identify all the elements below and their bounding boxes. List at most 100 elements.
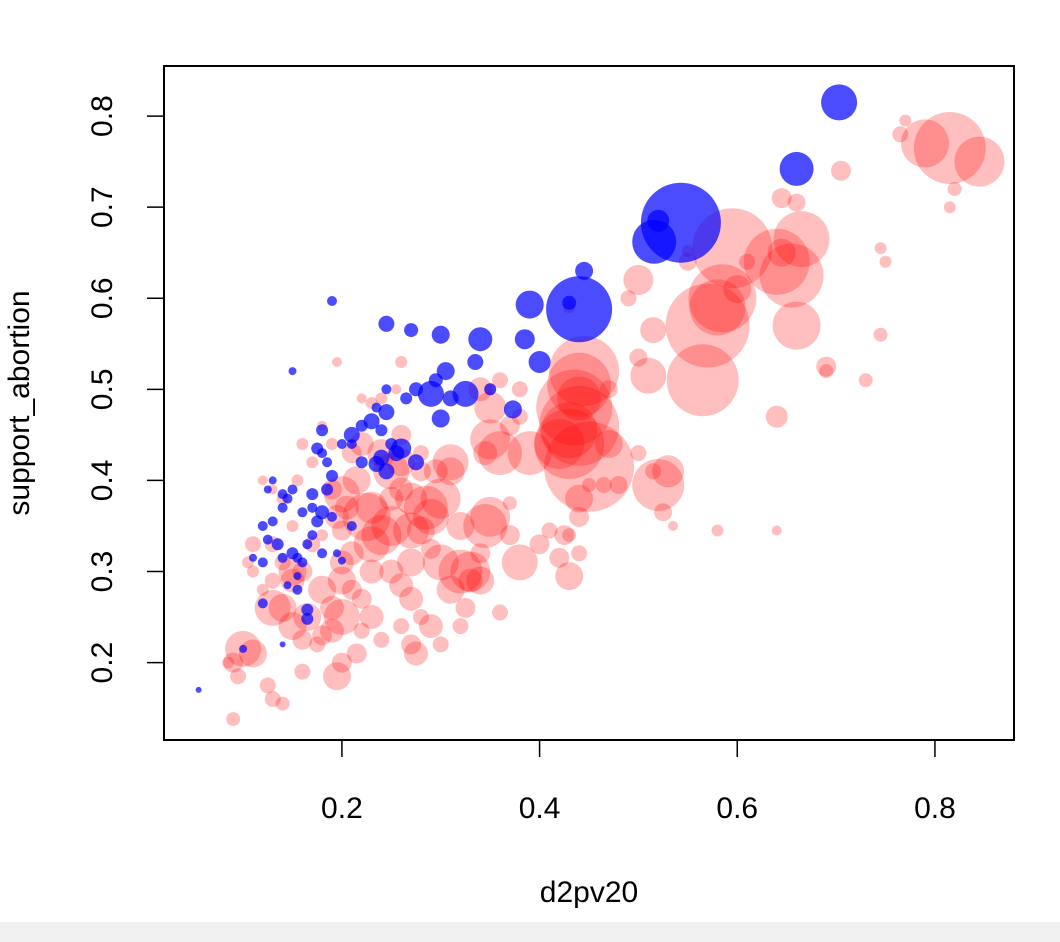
data-point [359,559,384,584]
data-point [571,545,588,562]
data-point [901,119,949,168]
y-tick-label: 0.6 [86,277,119,319]
data-point [503,400,522,419]
y-tick-label: 0.8 [86,95,119,137]
data-point [332,357,342,367]
data-point [436,362,455,381]
data-point [492,604,508,621]
data-point [436,457,465,486]
data-point [401,634,422,655]
data-point [515,290,544,319]
data-point [222,656,235,669]
data-point [711,524,724,537]
data-point [630,357,667,394]
x-tick-label: 0.8 [914,792,956,825]
data-point [541,402,598,459]
data-point [341,443,362,464]
data-point [455,597,476,618]
data-point [431,409,450,428]
data-point [306,488,319,501]
data-point [320,618,344,643]
data-point [263,485,272,494]
data-point [378,463,395,480]
data-point [379,559,404,584]
data-point [351,588,372,609]
data-point [432,636,449,653]
data-point [771,525,782,536]
data-point [466,566,495,595]
data-point [499,525,520,546]
data-point [739,253,756,270]
data-point [620,290,637,307]
data-point [264,572,281,589]
data-point [954,136,1005,187]
data-point [317,548,328,559]
data-point [541,522,558,539]
data-point [397,548,426,577]
data-point [446,512,475,540]
plot-frame [163,65,1015,741]
data-point [336,439,347,449]
data-point [378,404,395,421]
data-point [334,495,359,520]
data-point [470,496,511,537]
data-point [404,323,419,338]
data-point [375,392,388,405]
data-point [297,507,308,518]
data-point [632,459,685,511]
data-point [393,512,430,549]
data-point [262,534,273,545]
data-point [239,644,248,653]
data-point [654,503,673,522]
data-point [391,384,402,395]
data-point [463,504,508,548]
data-point [259,677,276,694]
data-point [323,662,351,691]
data-point [899,114,912,127]
data-point [247,565,259,578]
data-point [256,583,269,596]
y-tick-label: 0.3 [86,551,119,593]
data-point [759,243,824,308]
data-point [293,572,302,581]
data-point [245,536,261,553]
data-point [765,405,788,428]
data-point [413,609,429,625]
data-point [321,483,334,496]
data-point [689,279,746,336]
data-point [283,581,292,590]
data-point [404,641,428,666]
data-point [277,502,288,513]
data-point [279,641,286,648]
data-point [409,382,423,397]
data-point [557,376,602,421]
data-point [632,219,677,264]
data-point [379,486,404,511]
data-point [668,521,678,531]
data-point [307,530,318,541]
data-point [594,430,623,458]
data-point [892,126,909,143]
data-point [339,541,364,566]
data-point [484,383,497,396]
data-point [873,327,888,342]
data-point [420,478,461,519]
data-point [858,373,873,388]
data-point [323,599,360,635]
data-point [316,529,329,542]
data-point [375,424,388,437]
data-point [452,380,479,407]
data-point [268,476,277,485]
points-layer [195,84,1005,727]
y-tick-label: 0.7 [86,186,119,228]
data-point [331,652,352,673]
data-point [947,182,962,196]
data-point [771,188,792,209]
data-point [327,511,337,522]
data-point [226,712,241,727]
data-point [562,295,577,310]
data-point [458,568,483,593]
data-point [388,445,405,462]
data-point [395,356,408,368]
